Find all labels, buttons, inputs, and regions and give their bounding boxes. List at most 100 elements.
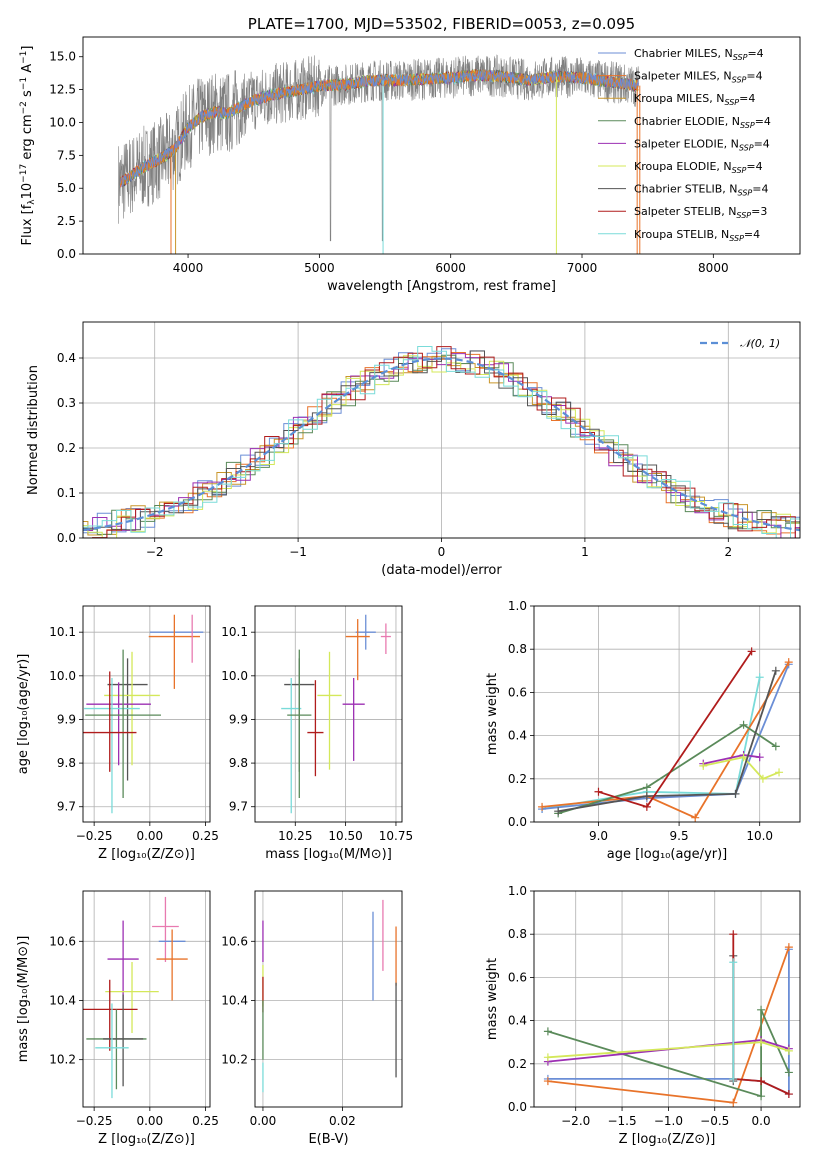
y-label-part: −17: [19, 164, 29, 183]
legend-entry: Kroupa ELODIE, NSSP=4: [634, 160, 763, 175]
weight-marker: [755, 753, 764, 762]
x-tick-label: 8000: [698, 261, 729, 275]
legend-sub: SSP: [740, 121, 755, 130]
x-tick-label: 0.00: [136, 829, 163, 843]
legend-value: =4: [752, 183, 768, 196]
y-label-part: −1: [19, 77, 29, 90]
weight-marker: [729, 1098, 738, 1107]
legend-entry: Salpeter STELIB, NSSP=3: [634, 205, 767, 220]
y-tick-label: 0.1: [57, 486, 76, 500]
y-axis-label: Flux [fλ10−17 erg cm−2 s−1 A−1]: [19, 46, 37, 246]
histogram-salpeter-elodie: [83, 353, 800, 538]
x-tick-label: 0.02: [329, 1114, 356, 1128]
legend: Chabrier MILES, NSSP=4 Salpeter MILES, NS…: [598, 47, 771, 243]
histogram-salpeter-stelib: [83, 346, 800, 538]
weight-marker: [642, 802, 651, 811]
legend-text: Kroupa ELODIE, N: [634, 160, 732, 173]
weight-marker: [691, 813, 700, 822]
legend-entry: Kroupa STELIB, NSSP=4: [634, 228, 760, 243]
y-label-part: f: [20, 204, 35, 209]
x-axis-label: mass [log₁₀(M/M⊙)]: [265, 847, 392, 862]
legend-value: =4: [746, 70, 762, 83]
y-tick-label: 0.3: [57, 396, 76, 410]
y-tick-label: 9.8: [57, 756, 76, 770]
x-tick-label: 0.00: [250, 1114, 277, 1128]
y-tick-label: 0.2: [57, 441, 76, 455]
axes-frame: [82, 890, 211, 1108]
y-tick-label: 0.0: [57, 531, 76, 545]
legend-value: =4: [747, 47, 763, 60]
axes-frame: [254, 890, 403, 1108]
legend-sub: SSP: [733, 53, 748, 62]
chart-layer: 4000 5000 6000 7000 80000.02.55.07.510.012.5…: [16, 15, 801, 1147]
legend-value: =3: [751, 205, 767, 218]
legend-entry: Chabrier STELIB, NSSP=4: [634, 183, 768, 198]
weight-line-salpeter-miles: [542, 661, 790, 819]
y-tick-label: 9.7: [57, 800, 76, 814]
weight-marker: [642, 792, 651, 801]
weight-marker: [729, 958, 738, 967]
y-tick-label: 7.5: [57, 148, 76, 162]
y-tick-label: 0.6: [508, 685, 527, 699]
legend-entry: Chabrier ELODIE, NSSP=4: [634, 115, 771, 130]
y-tick-label: 10.1: [49, 625, 76, 639]
x-axis-label: Z [log₁₀(Z/Z⊙)]: [98, 1132, 195, 1147]
legend-entry: Kroupa MILES, NSSP=4: [634, 92, 755, 107]
x-tick-label: −1: [289, 545, 307, 559]
weight-marker: [594, 787, 603, 796]
legend-entry: Salpeter MILES, NSSP=4: [634, 70, 763, 85]
legend-entry: Salpeter ELODIE, NSSP=4: [634, 137, 770, 152]
axes-frame: [533, 605, 801, 823]
residuals-chart: −2 −1 0 1 2 0.0 0.1 0.2 0.3 0.4 (data-model)/error…: [26, 321, 801, 578]
x-tick-label: 2: [724, 545, 732, 559]
y-tick-label: 9.9: [229, 712, 248, 726]
axes-frame: [82, 36, 801, 255]
x-tick-label: 0.25: [192, 1114, 219, 1128]
y-axis-label: Normed distribution: [26, 365, 41, 495]
weight-marker: [699, 761, 708, 770]
age_vs_mass-chart: 10.25 10.50 10.75 9.7 9.8 9.9 10.0 10.1 mass [lo…: [221, 605, 413, 862]
y-tick-label: 0.4: [508, 729, 527, 743]
legend-text: Kroupa MILES, N: [634, 92, 724, 105]
y-axis-label: age [log₁₀(age/yr)]: [16, 654, 31, 775]
spectrum-model-chabrier-miles: [120, 69, 639, 188]
y-tick-label: 0.8: [508, 927, 527, 941]
legend-sub: SSP: [732, 76, 747, 85]
x-tick-label: 9.0: [589, 829, 608, 843]
y-tick-label: 10.1: [221, 625, 248, 639]
legend-text: Salpeter STELIB, N: [634, 205, 736, 218]
legend-sub: SSP: [724, 98, 739, 107]
weight-line-chabrier-miles: [542, 663, 790, 810]
x-tick-label: 10.25: [278, 829, 312, 843]
x-tick-label: 10.0: [746, 829, 773, 843]
legend-entry: Chabrier MILES, NSSP=4: [634, 47, 764, 62]
weight-marker: [784, 658, 793, 667]
y-tick-label: 1.0: [508, 599, 527, 613]
x-tick-label: 0.0: [752, 1114, 771, 1128]
weight-marker: [543, 1053, 552, 1062]
y-tick-label: 0.0: [508, 815, 527, 829]
y-tick-label: 5.0: [57, 181, 76, 195]
y-tick-label: 9.9: [57, 712, 76, 726]
weight-line-salpeter-stelib: [598, 650, 753, 808]
legend-sub: SSP: [732, 166, 747, 175]
y-tick-label: 15.0: [49, 50, 76, 64]
weight-line-chabrier-elodie: [557, 723, 777, 815]
x-axis-label: age [log₁₀(age/yr)]: [607, 847, 728, 862]
y-label-part: λ: [27, 199, 37, 205]
y-tick-label: 12.5: [49, 83, 76, 97]
legend-sub: SSP: [736, 211, 751, 220]
x-tick-label: 0.00: [136, 1114, 163, 1128]
axes-frame: [82, 321, 801, 539]
y-axis-label: mass [log₁₀(M/M⊙)]: [16, 936, 31, 1063]
weight-marker: [543, 1027, 552, 1036]
weight-marker: [731, 789, 740, 798]
x-axis-label: Z [log₁₀(Z/Z⊙)]: [98, 847, 195, 862]
weight-marker: [784, 943, 793, 952]
spectrum-chart: 4000 5000 6000 7000 8000 0.0 2.5 5.0 7.5 10.0 12.5…: [19, 15, 801, 294]
weight-marker: [784, 1090, 793, 1099]
histogram-chabrier-stelib: [83, 350, 800, 531]
weight-marker: [739, 720, 748, 729]
x-tick-label: 7000: [567, 261, 598, 275]
